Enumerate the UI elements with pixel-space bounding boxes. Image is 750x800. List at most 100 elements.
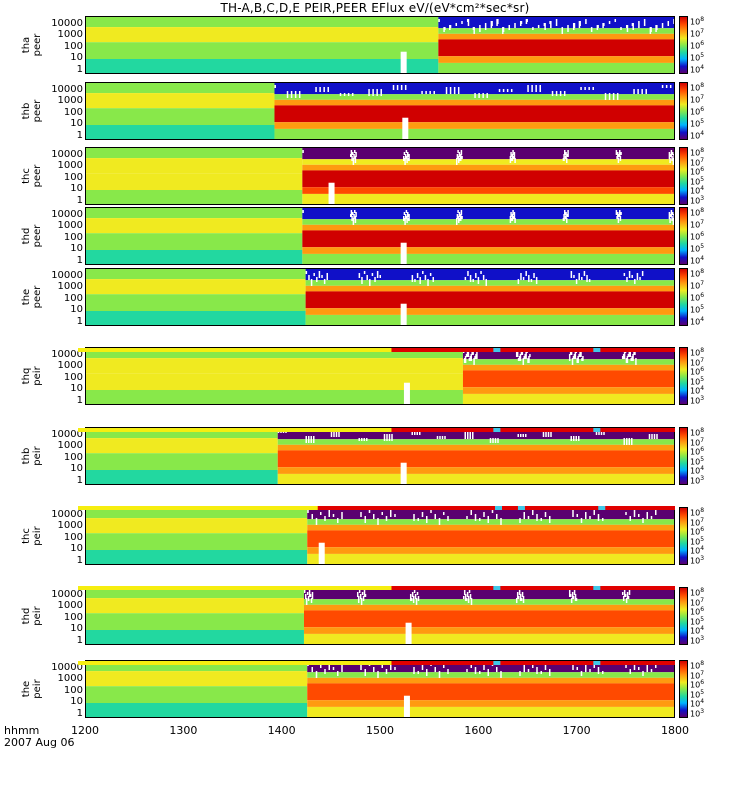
noise-speckle xyxy=(522,596,525,603)
flux-band-active xyxy=(274,83,674,95)
colorbar-ticks: 108 107 106 105 104 103 xyxy=(690,427,720,485)
noise-speckle xyxy=(671,216,673,221)
flux-band-active xyxy=(307,524,674,531)
noise-speckle xyxy=(354,150,356,153)
spectrogram-svg xyxy=(86,83,674,139)
noise-speckle xyxy=(520,273,522,280)
colorbar-tick-label: 108 xyxy=(690,207,705,218)
noise-speckle xyxy=(457,87,460,94)
noise-speckle xyxy=(566,158,568,163)
colorbar-tick-label: 108 xyxy=(690,660,705,671)
noise-speckle xyxy=(460,214,462,221)
flux-band-active xyxy=(307,519,674,525)
flux-band-active xyxy=(462,364,674,371)
flux-band-active xyxy=(302,208,674,220)
mode-bar-svg xyxy=(78,348,689,352)
mode-bar-svg xyxy=(78,428,689,432)
noise-speckle xyxy=(461,156,463,159)
noise-speckle xyxy=(438,19,440,22)
noise-speckle xyxy=(623,352,626,359)
noise-speckle xyxy=(373,514,375,519)
noise-speckle xyxy=(469,275,472,282)
noise-speckle xyxy=(576,514,578,517)
flux-band-quiet xyxy=(86,250,303,264)
time-tick-label: 1200 xyxy=(71,724,99,737)
noise-speckle xyxy=(616,216,618,219)
energy-tick-label: 10000 xyxy=(51,208,83,220)
time-axis: hhmm 2007 Aug 06 1200 1300 1400 1500 1600 170… xyxy=(0,724,750,764)
colorbar-exponent: 8 xyxy=(700,507,705,514)
noise-speckle xyxy=(524,354,526,359)
energy-tick-label: 1000 xyxy=(57,95,83,107)
noise-speckle xyxy=(464,277,467,280)
noise-speckle xyxy=(506,89,509,92)
energy-ticks: 10000 1000 100 10 1 xyxy=(50,587,83,645)
noise-speckle xyxy=(570,436,572,441)
noise-speckle xyxy=(410,598,413,601)
noise-speckle xyxy=(472,27,475,30)
noise-speckle xyxy=(626,25,629,32)
noise-speckle xyxy=(509,156,512,163)
noise-speckle xyxy=(617,212,619,219)
colorbar-tick-label: 105 xyxy=(690,304,705,315)
flux-band-active xyxy=(307,706,674,717)
noise-speckle xyxy=(409,594,412,601)
colorbar-ticks: 108 107 106 105 104 103 xyxy=(690,347,720,405)
noise-speckle xyxy=(516,350,519,357)
flux-band-active xyxy=(307,683,674,701)
colorbar-tick-label: 108 xyxy=(690,147,705,158)
noise-speckle xyxy=(445,87,448,94)
burst-segment xyxy=(493,428,501,432)
energy-tick-label: 10 xyxy=(70,696,83,708)
noise-speckle xyxy=(570,350,573,355)
noise-speckle xyxy=(624,594,627,597)
spectrogram-the-peir xyxy=(85,660,675,718)
noise-speckle xyxy=(515,598,518,603)
colorbar-exponent: 6 xyxy=(700,292,705,299)
noise-speckle xyxy=(458,156,460,163)
energy-tick-label: 1 xyxy=(76,635,83,646)
noise-speckle xyxy=(341,512,343,519)
noise-speckle xyxy=(405,210,408,213)
noise-speckle xyxy=(468,358,471,361)
noise-speckle xyxy=(514,158,516,163)
noise-speckle xyxy=(661,85,664,88)
noise-speckle xyxy=(458,152,461,157)
noise-speckle xyxy=(614,19,617,22)
colorbar-exponent: 4 xyxy=(700,625,705,633)
noise-speckle xyxy=(585,665,587,672)
noise-speckle xyxy=(670,150,673,157)
noise-speckle xyxy=(463,358,466,363)
noise-speckle xyxy=(571,358,574,365)
spectrogram-thc-peer xyxy=(85,147,675,205)
noise-speckle xyxy=(351,216,353,221)
noise-speckle xyxy=(633,352,635,355)
noise-speckle xyxy=(407,152,409,157)
panel-the-peer: the peer 10000 1000 100 10 1 108 107 106 105 104 xyxy=(0,268,750,327)
noise-speckle xyxy=(515,352,518,357)
noise-speckle xyxy=(403,156,405,161)
noise-speckle xyxy=(475,354,477,359)
noise-speckle xyxy=(629,669,631,674)
noise-speckle xyxy=(468,590,471,593)
colorbar-exponent: 7 xyxy=(700,436,705,444)
noise-speckle xyxy=(328,663,330,670)
panel-thb-peer: thb peer 10000 1000 100 10 1 108 107 106 105 104 xyxy=(0,82,750,141)
noise-speckle xyxy=(631,23,634,26)
noise-speckle xyxy=(625,598,628,603)
flux-band-active xyxy=(307,553,674,564)
spectrogram-svg xyxy=(86,661,674,717)
noise-speckle xyxy=(636,273,639,280)
noise-speckle xyxy=(665,85,668,88)
noise-speckle xyxy=(413,590,416,593)
panel-ylabel: thd peir xyxy=(21,598,43,634)
noise-speckle xyxy=(414,430,416,435)
noise-speckle xyxy=(578,354,580,357)
page-title: TH-A,B,C,D,E PEIR,PEER EFlux eV/(eV*cm²*… xyxy=(220,1,530,15)
noise-speckle xyxy=(617,158,620,163)
noise-speckle xyxy=(377,518,379,525)
noise-speckle xyxy=(655,663,657,668)
noise-speckle xyxy=(513,212,516,219)
flux-band-quiet xyxy=(86,83,275,94)
colorbar-tick-label: 104 xyxy=(690,64,705,75)
